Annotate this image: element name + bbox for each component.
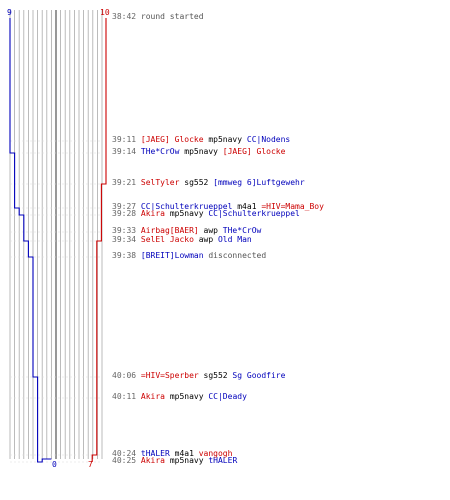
red-team-series [91,18,107,462]
log-player-name: Akira [140,456,165,465]
log-timestamp: 40:25 [112,456,141,465]
log-action: mp5navy [165,209,209,218]
top-left-count-label: 9 [7,8,12,17]
log-player-name: CC|Deady [208,392,247,401]
bottom-red-count-label: 7 [88,460,93,469]
log-entry: 39:11 [JAEG] Glocke mp5navy CC|Nodens [112,135,290,144]
log-action: awp [198,226,223,235]
log-player-name: SelTyler [140,178,180,187]
log-entry: 40:06 =HIV=Sperber sg552 Sg Goodfire [112,371,285,380]
log-entry: 39:21 SelTyler sg552 [mmweg 6]Luftgewehr [112,178,305,187]
log-timestamp: 38:42 [112,12,141,21]
log-player-name: Old Man [217,235,252,244]
blue-team-line [9,18,52,463]
log-player-name: SelEl Jacko [140,235,194,244]
log-entry: 40:24 tHALER m4a1 vangogh [112,449,232,458]
log-action: m4a1 [232,202,262,211]
log-player-name: CC|Schulterkrueppel [140,202,233,211]
bottom-blue-count-label: 0 [52,460,57,469]
log-player-name: CC|Schulterkrueppel [208,209,300,218]
log-timestamp: 39:28 [112,209,141,218]
log-timestamp: 40:24 [112,449,141,458]
log-timestamp: 39:38 [112,251,141,260]
log-entry: 39:27 CC|Schulterkrueppel m4a1 =HIV=Mama… [112,202,324,211]
log-entry: 39:14 THe*CrOw mp5navy [JAEG] Glocke [112,147,285,156]
log-entry: 39:33 Airbag[BAER] awp THe*CrOw [112,226,261,235]
log-player-name: Airbag[BAER] [140,226,199,235]
log-player-name: [JAEG] Glocke [140,135,204,144]
log-player-name: vangogh [198,449,233,458]
log-entry: 38:42 round started [112,12,204,21]
log-player-name: tHALER [208,456,238,465]
log-player-name: Akira [140,209,165,218]
log-action: sg552 [179,178,214,187]
blue-team-series [9,18,52,463]
log-timestamp: 39:14 [112,147,141,156]
log-player-name: Akira [140,392,165,401]
log-player-name: [mmweg 6]Luftgewehr [213,178,305,187]
log-timestamp: 39:27 [112,202,141,211]
top-right-count-label: 10 [100,8,110,17]
log-action: mp5navy [203,135,247,144]
log-player-name: THe*CrOw [222,226,262,235]
red-team-line [91,18,107,462]
log-action: sg552 [198,371,233,380]
log-timestamp: 40:11 [112,392,141,401]
log-player-name: [JAEG] Glocke [222,147,286,156]
log-action: mp5navy [165,456,209,465]
log-timestamp: 39:33 [112,226,141,235]
log-timestamp: 39:34 [112,235,141,244]
log-player-name: CC|Nodens [246,135,291,144]
log-action: awp [193,235,218,244]
log-entry: 40:25 Akira mp5navy tHALER [112,456,237,465]
log-entry: 39:28 Akira mp5navy CC|Schulterkrueppel [112,209,300,218]
log-action: m4a1 [169,449,199,458]
log-entry: 40:11 Akira mp5navy CC|Deady [112,392,247,401]
log-player-name: =HIV=Mama_Boy [261,202,324,211]
chart-grid [9,10,103,463]
log-action: round started [140,12,204,21]
log-timestamp: 40:06 [112,371,141,380]
log-action: disconnected [203,251,267,260]
log-player-name: [BREIT]Lowman [140,251,204,260]
log-player-name: Sg Goodfire [232,371,286,380]
log-player-name: THe*CrOw [140,147,180,156]
log-player-name: =HIV=Sperber [140,371,199,380]
log-entry: 39:34 SelEl Jacko awp Old Man [112,235,252,244]
log-player-name: tHALER [140,449,170,458]
log-timestamp: 39:11 [112,135,141,144]
log-action: mp5navy [165,392,209,401]
log-action: mp5navy [179,147,223,156]
log-timestamp: 39:21 [112,178,141,187]
log-entry: 39:38 [BREIT]Lowman disconnected [112,251,266,260]
